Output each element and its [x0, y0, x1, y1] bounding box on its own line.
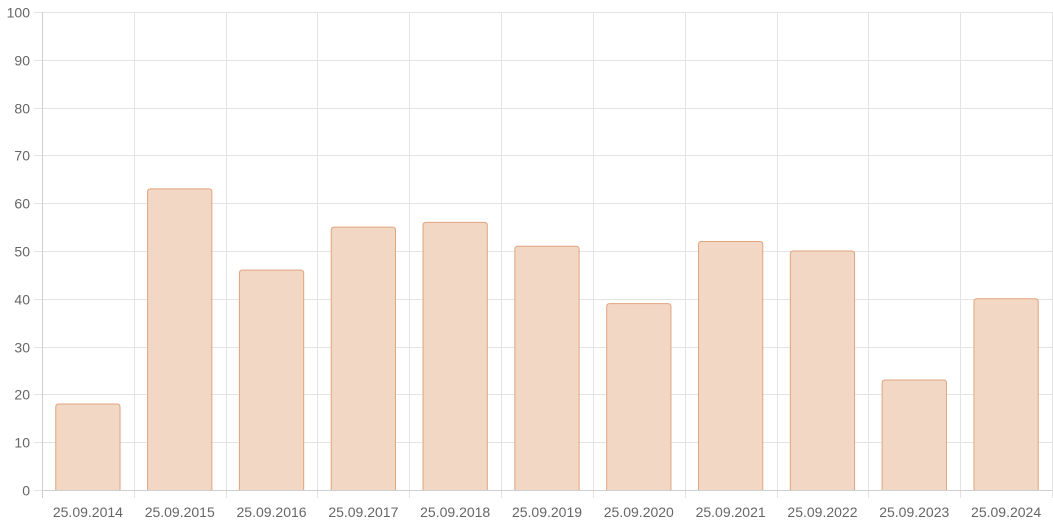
- bar-25.09.2024[interactable]: [973, 298, 1039, 490]
- y-tick-label: 0: [22, 483, 30, 499]
- x-tick-label: 25.09.2017: [328, 504, 398, 520]
- y-tick-label: 20: [14, 387, 30, 403]
- y-tick-label: 10: [14, 435, 30, 451]
- x-tick-label: 25.09.2020: [604, 504, 674, 520]
- bar-25.09.2022[interactable]: [789, 250, 856, 490]
- bars: [55, 188, 1039, 490]
- x-tick-label: 25.09.2021: [696, 504, 766, 520]
- x-tick-label: 25.09.2018: [420, 504, 490, 520]
- y-tick-label: 60: [14, 196, 30, 212]
- y-tick-label: 50: [14, 244, 30, 260]
- y-tick-label: 30: [14, 340, 30, 356]
- bar-25.09.2019[interactable]: [514, 245, 580, 490]
- y-tick-label: 80: [14, 101, 30, 117]
- x-tick-label: 25.09.2023: [879, 504, 949, 520]
- bar-25.09.2014[interactable]: [55, 403, 121, 490]
- bar-25.09.2023[interactable]: [881, 379, 947, 490]
- bar-25.09.2021[interactable]: [698, 240, 764, 490]
- bar-25.09.2016[interactable]: [238, 269, 305, 490]
- y-tick-label: 100: [7, 5, 31, 21]
- bar-25.09.2018[interactable]: [422, 221, 488, 490]
- x-tick-label: 25.09.2019: [512, 504, 582, 520]
- bar-25.09.2017[interactable]: [330, 226, 396, 490]
- x-tick-label: 25.09.2024: [971, 504, 1041, 520]
- x-tick-label: 25.09.2016: [237, 504, 307, 520]
- bar-25.09.2015[interactable]: [147, 188, 213, 490]
- x-tick-label: 25.09.2022: [787, 504, 857, 520]
- y-tick-label: 90: [14, 53, 30, 69]
- x-tick-label: 25.09.2014: [53, 504, 123, 520]
- bar-25.09.2020[interactable]: [606, 303, 672, 490]
- y-tick-label: 70: [14, 148, 30, 164]
- x-tick-label: 25.09.2015: [145, 504, 215, 520]
- y-tick-label: 40: [14, 292, 30, 308]
